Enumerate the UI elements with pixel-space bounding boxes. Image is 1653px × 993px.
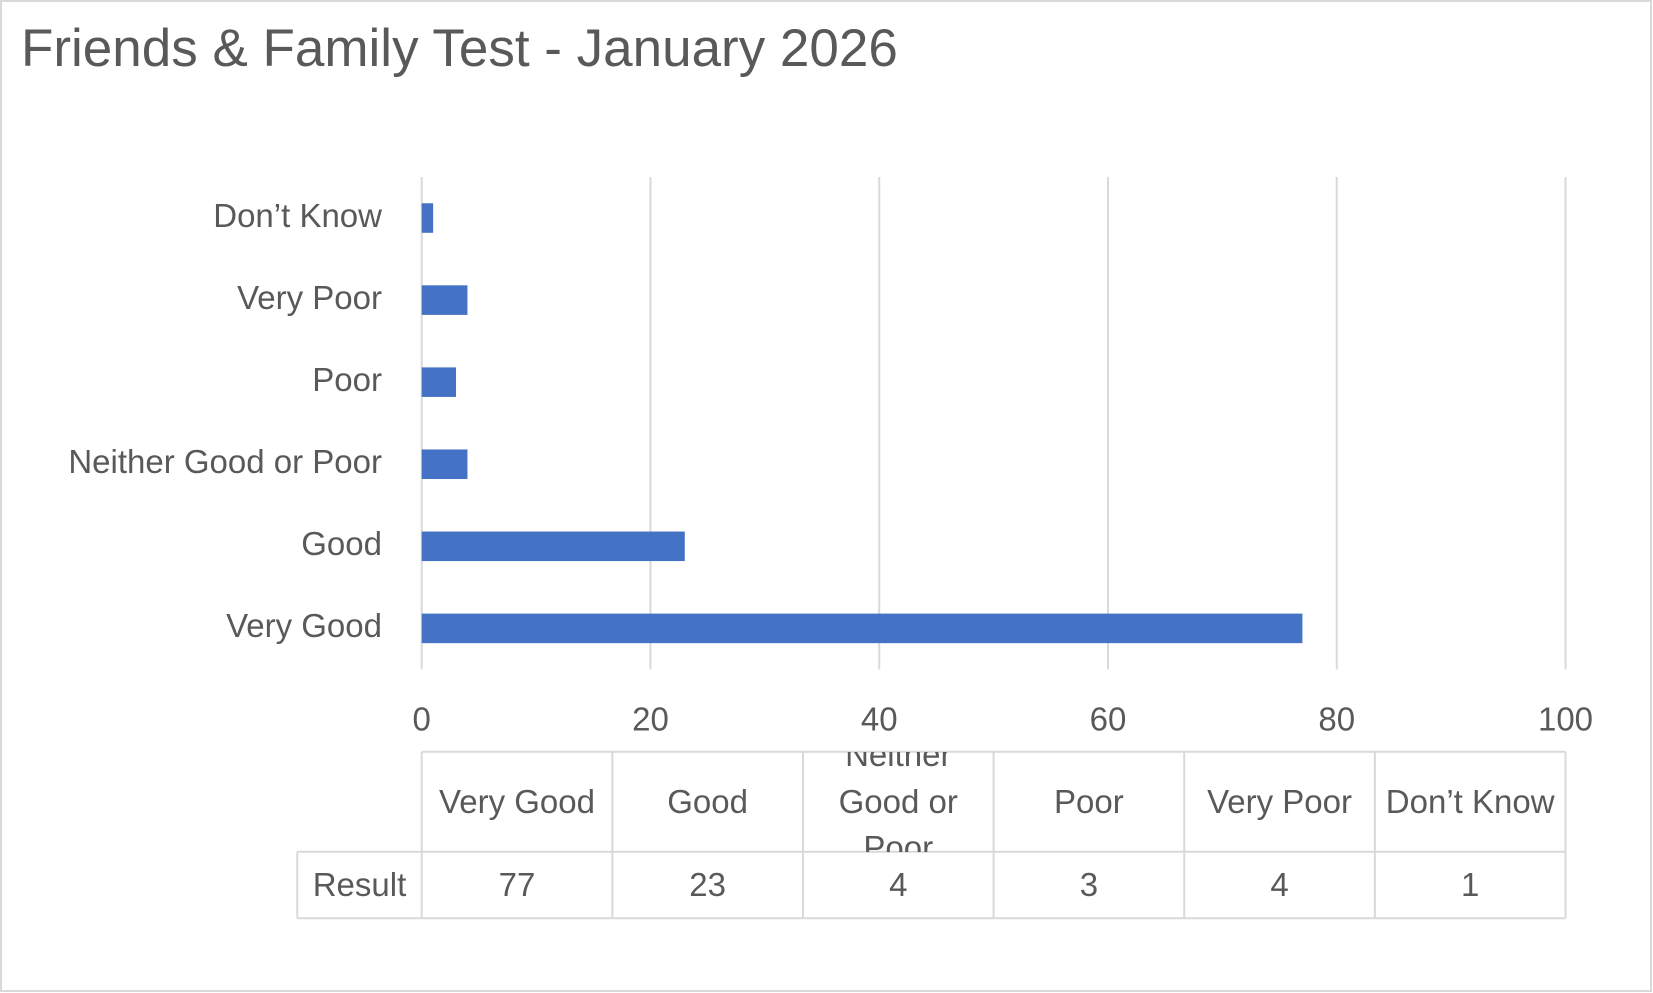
table-cell: 4 — [889, 865, 908, 903]
table-cell: Good — [667, 782, 748, 820]
y-tick-label: Neither Good or Poor — [68, 443, 382, 480]
x-tick-label: 80 — [1318, 701, 1355, 738]
y-tick-label: Poor — [312, 361, 382, 398]
table-cell: 23 — [689, 865, 726, 903]
table-cell: 3 — [1079, 865, 1099, 903]
table-cell: Very Poor — [1207, 782, 1352, 820]
y-tick-label: Very Poor — [237, 279, 382, 316]
y-tick-label: Very Good — [226, 607, 382, 644]
table-header: Poor — [1054, 782, 1124, 820]
table-cell: 1 — [1460, 865, 1480, 903]
table-cell: 4 — [1270, 865, 1289, 903]
chart-title: Friends & Family Test - January 2026 — [21, 19, 898, 78]
x-tick-label: 100 — [1538, 701, 1593, 738]
bar — [421, 449, 468, 480]
table-header: Very Good — [439, 782, 595, 820]
table-cell: Result — [312, 865, 407, 903]
table-value: 1 — [1460, 865, 1480, 903]
x-tick-label: 40 — [861, 701, 898, 738]
bar — [421, 531, 685, 562]
bar — [421, 613, 1303, 644]
table-cell: Don’t Know — [1385, 782, 1555, 820]
table-cell: Poor — [1054, 782, 1124, 820]
table-value: 4 — [1270, 865, 1289, 903]
table-value: 23 — [689, 865, 726, 903]
table-value: 4 — [889, 865, 908, 903]
table-header: Don’t Know — [1385, 782, 1555, 820]
table-header: Very Poor — [1207, 782, 1352, 820]
bar — [421, 203, 434, 233]
table-value: 3 — [1079, 865, 1099, 903]
table-cell: Very Good — [439, 782, 595, 820]
x-tick-label: 0 — [413, 701, 431, 738]
table-header: Good — [667, 782, 748, 820]
table-header: Neither Good or Poor — [838, 751, 958, 852]
bar — [421, 285, 468, 315]
x-tick-label: 60 — [1090, 701, 1127, 738]
bar — [421, 367, 457, 397]
table-cell: Neither Good or Poor — [838, 751, 958, 852]
table-value: 77 — [498, 865, 536, 903]
y-tick-label: Good — [301, 525, 382, 562]
y-tick-label: Don’t Know — [213, 197, 382, 234]
x-tick-label: 20 — [632, 701, 669, 738]
legend-entry: Result — [312, 865, 407, 903]
table-cell: 77 — [498, 865, 536, 903]
